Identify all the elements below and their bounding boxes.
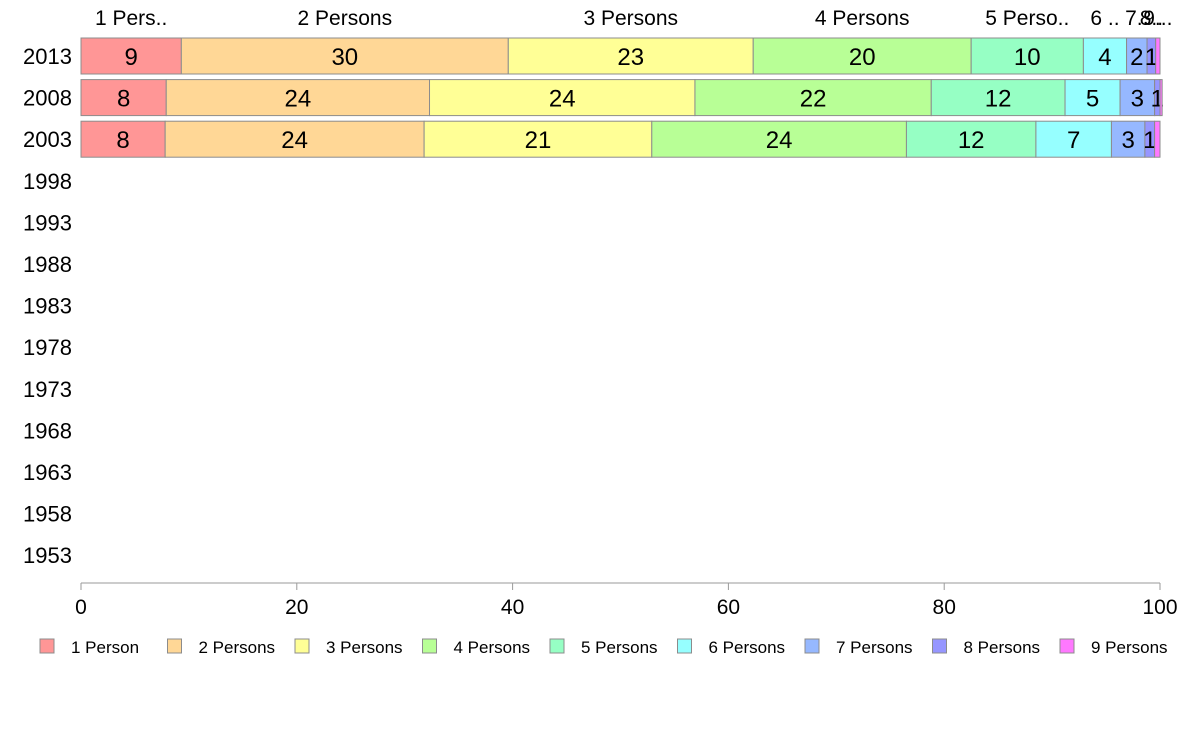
- x-tick-label-80: 80: [933, 596, 956, 619]
- data-label-2013-4-persons: 20: [849, 44, 876, 71]
- top-label-5-persons: 5 Perso..: [985, 7, 1069, 30]
- legend-swatch-1-person: [39, 638, 55, 654]
- data-label-2003-7-persons: 3: [1121, 127, 1134, 154]
- data-label-2003-3-persons: 21: [525, 127, 552, 154]
- top-label-2-persons: 2 Persons: [298, 7, 393, 30]
- legend-label-9-persons: 9 Persons: [1091, 638, 1168, 657]
- data-label-2008-7-persons: 3: [1131, 86, 1144, 113]
- top-label-9-persons: 9...: [1143, 7, 1172, 30]
- y-tick-label-1998: 1998: [23, 169, 72, 194]
- bar-2013-3-persons: [507, 37, 754, 75]
- legend-label-3-persons: 3 Persons: [326, 638, 403, 657]
- data-label-2013-3-persons: 23: [617, 44, 644, 71]
- y-tick-label-2003: 2003: [23, 127, 72, 152]
- data-label-2008-2-persons: 24: [285, 86, 312, 113]
- y-tick-label-1983: 1983: [23, 294, 72, 319]
- x-tick-label-100: 100: [1142, 596, 1177, 619]
- legend-swatch-2-persons: [167, 638, 182, 654]
- x-tick-label-20: 20: [285, 596, 308, 619]
- top-label-7-persons: 7..: [1125, 7, 1148, 30]
- bar-2008-2-persons: [165, 79, 431, 117]
- legend-swatch-4-persons: [422, 638, 437, 654]
- data-label-2003-2-persons: 24: [281, 127, 308, 154]
- x-axis: 0 20 40 60 80 100: [75, 582, 1178, 619]
- bar-2003-5-persons: [905, 120, 1037, 158]
- legend-label-1-person: 1 Person: [71, 638, 139, 657]
- data-label-2008-5-persons: 12: [985, 86, 1012, 113]
- legend-label-6-persons: 6 Persons: [709, 638, 786, 657]
- bar-2013-9-persons: [1155, 37, 1161, 75]
- legend-swatch-5-persons: [549, 638, 565, 654]
- data-label-2003-8-persons: 1: [1143, 127, 1156, 154]
- data-label-2003-4-persons: 24: [766, 127, 793, 154]
- y-tick-label-1963: 1963: [23, 460, 72, 485]
- data-label-2013-2-persons: 30: [331, 44, 358, 71]
- legend-swatch-8-persons: [932, 638, 947, 654]
- legend-label-7-persons: 7 Persons: [836, 638, 913, 657]
- y-tick-label-1968: 1968: [23, 418, 72, 443]
- top-label-4-persons: 4 Persons: [815, 7, 910, 30]
- legend-label-4-persons: 4 Persons: [454, 638, 531, 657]
- y-tick-label-1958: 1958: [23, 502, 72, 527]
- x-tick-label-0: 0: [75, 596, 87, 619]
- bar-area: 9 30 23 20 10 4 2 18 24 24 22 12 5 3 18 24 21 24 12 7 3 1: [80, 37, 1164, 158]
- bar-2008-4-persons: [694, 79, 932, 117]
- bar-2008-6-persons: [1064, 79, 1121, 117]
- y-tick-label-2008: 2008: [23, 86, 72, 111]
- y-tick-label-2013: 2013: [23, 44, 72, 69]
- bar-2008-5-persons: [930, 79, 1066, 117]
- data-label-2003-6-persons: 7: [1067, 127, 1080, 154]
- bar-2008-9-persons: [1159, 79, 1163, 117]
- y-tick-label-1993: 1993: [23, 210, 72, 235]
- x-tick-label-40: 40: [501, 596, 524, 619]
- data-label-2008-6-persons: 5: [1086, 86, 1099, 113]
- legend-swatch-9-persons: [1059, 638, 1075, 654]
- bar-2003-9-persons: [1154, 120, 1161, 158]
- top-label-3-persons: 3 Persons: [583, 7, 678, 30]
- bar-2013-1-person: [80, 37, 182, 75]
- legend: 1 Person 2 Persons 3 Persons 4 Persons 5 Per…: [39, 638, 1168, 657]
- y-tick-label-1953: 1953: [23, 543, 72, 568]
- legend-label-2-persons: 2 Persons: [199, 638, 276, 657]
- top-category-labels: 1 Pers.. 2 Persons 3 Persons 4 Persons 5 Per…: [95, 7, 1172, 30]
- data-label-2008-4-persons: 22: [800, 86, 827, 113]
- bar-2008-1-person: [80, 79, 167, 117]
- y-axis: 2013 2008 2003 1998 1993 1988 1983 1978 1973 1968…: [23, 44, 72, 568]
- data-label-2013-1-person: 9: [124, 44, 137, 71]
- data-label-2013-6-persons: 4: [1098, 44, 1111, 71]
- legend-swatch-7-persons: [804, 638, 820, 654]
- x-tick-label-60: 60: [717, 596, 740, 619]
- legend-label-8-persons: 8 Persons: [964, 638, 1041, 657]
- bar-2008-3-persons: [429, 79, 696, 117]
- top-label-6-persons: 6 ..: [1090, 7, 1119, 30]
- bar-2003-7-persons: [1110, 120, 1146, 158]
- top-label-1-person: 1 Pers..: [95, 7, 167, 30]
- bar-2003-1-person: [80, 120, 166, 158]
- legend-swatch-6-persons: [677, 638, 692, 654]
- data-label-2013-8-persons: 1: [1145, 44, 1158, 71]
- bar-2013-5-persons: [970, 37, 1084, 75]
- bar-2013-4-persons: [752, 37, 972, 75]
- bar-2003-6-persons: [1035, 120, 1112, 158]
- bar-2003-4-persons: [651, 120, 907, 158]
- y-tick-label-1978: 1978: [23, 335, 72, 360]
- bar-2008-7-persons: [1119, 79, 1156, 117]
- bar-2013-6-persons: [1082, 37, 1128, 75]
- data-label-2013-7-persons: 2: [1130, 44, 1143, 71]
- data-label-2003-1-person: 8: [116, 127, 129, 154]
- bar-2003-2-persons: [164, 120, 425, 158]
- y-tick-label-1973: 1973: [23, 377, 72, 402]
- y-tick-label-1988: 1988: [23, 252, 72, 277]
- bar-2003-3-persons: [423, 120, 653, 158]
- top-label-8-persons: 8..: [1140, 7, 1163, 30]
- legend-swatch-3-persons: [294, 638, 310, 654]
- data-label-2013-5-persons: 10: [1014, 44, 1041, 71]
- data-label-2008-3-persons: 24: [549, 86, 576, 113]
- legend-label-5-persons: 5 Persons: [581, 638, 658, 657]
- data-label-2003-5-persons: 12: [958, 127, 985, 154]
- data-label-2008-1-person: 8: [117, 86, 130, 113]
